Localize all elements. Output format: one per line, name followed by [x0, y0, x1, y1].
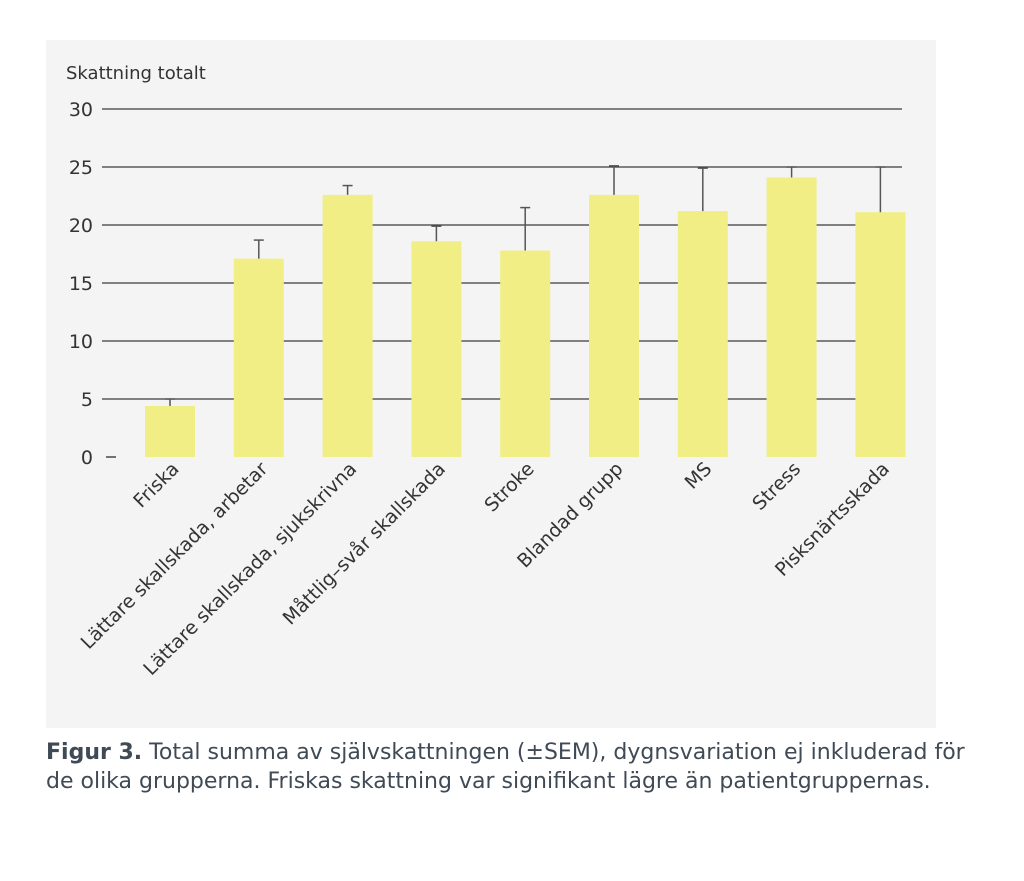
- category-label-4: Måttlig–svår skallskada: [278, 457, 450, 629]
- category-label-2: Lättare skallskada, arbetar: [77, 458, 273, 654]
- bar-7: [677, 211, 728, 457]
- y-tick-label-5: 5: [81, 389, 93, 411]
- bars: [145, 177, 906, 457]
- bar-5: [500, 250, 551, 457]
- y-tick-label-25: 25: [69, 157, 93, 179]
- bar-8: [766, 177, 817, 457]
- category-label-7: MS: [681, 458, 717, 494]
- figure-caption: Figur 3. Total summa av självskattningen…: [46, 738, 986, 796]
- caption-label: Figur 3.: [46, 740, 143, 765]
- bar-3: [322, 194, 373, 457]
- y-tick-label-10: 10: [69, 331, 93, 353]
- error-bars: [165, 165, 886, 406]
- bar-2: [233, 258, 284, 457]
- bar-chart: Skattning totalt 0 5 10 15 20 25 30 FriskaLätt…: [66, 63, 906, 680]
- category-label-1: Friska: [129, 458, 183, 512]
- bar-1: [145, 405, 195, 457]
- bar-4: [411, 241, 462, 457]
- category-label-5: Stroke: [480, 458, 538, 516]
- y-tick-label-15: 15: [69, 273, 93, 295]
- y-axis-label: Skattning totalt: [66, 63, 206, 84]
- y-tick-label-20: 20: [69, 215, 93, 237]
- y-tick-label-30: 30: [69, 99, 93, 121]
- y-tick-label-0: 0: [81, 447, 93, 469]
- bar-9: [855, 212, 906, 457]
- bar-6: [589, 194, 639, 457]
- caption-text: Total summa av självskattningen (±SEM), …: [46, 740, 965, 794]
- category-label-8: Stress: [748, 458, 805, 515]
- y-axis-ticks: 0 5 10 15 20 25 30: [69, 99, 93, 469]
- chart-panel: Skattning totalt 0 5 10 15 20 25 30 Friska Lätt…: [46, 40, 936, 728]
